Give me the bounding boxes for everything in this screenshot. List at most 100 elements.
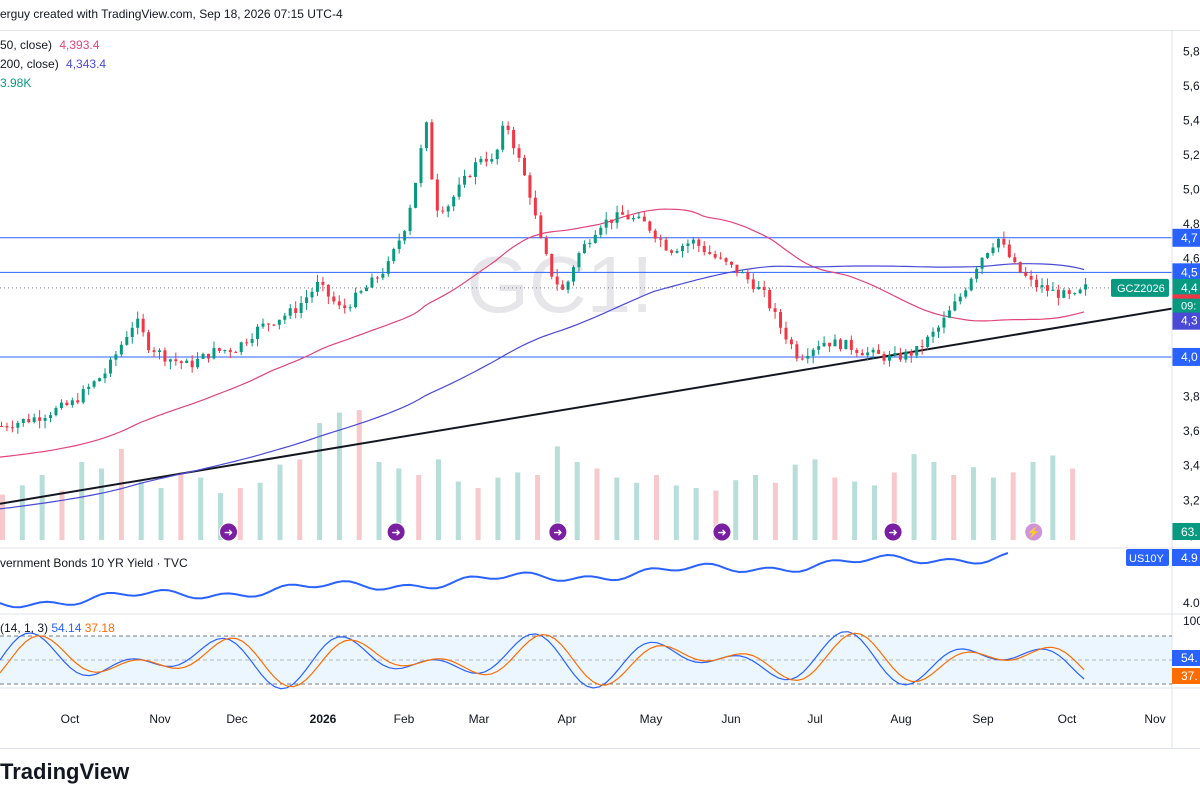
volume-bar xyxy=(673,485,679,540)
sma200-line xyxy=(0,263,1085,510)
candle-body xyxy=(87,386,91,389)
candle-body xyxy=(517,148,521,158)
candle-body xyxy=(386,261,390,274)
volume-bar xyxy=(971,467,977,540)
symbol-tag-bg xyxy=(1111,278,1169,297)
candle-body xyxy=(980,257,984,269)
candle-body xyxy=(463,175,467,185)
candle-body xyxy=(484,158,488,162)
candle-body xyxy=(223,350,227,352)
candle-body xyxy=(697,239,701,246)
candle-body xyxy=(811,349,815,356)
volume-value: 3.98K xyxy=(0,76,32,90)
candle-body xyxy=(81,388,85,403)
volume-bar xyxy=(317,423,323,540)
volume-bar xyxy=(951,475,957,540)
yield-value-tag: 4.9 xyxy=(1181,551,1198,565)
yield-tag: US10Y xyxy=(1129,553,1165,565)
legend-sma200[interactable]: 200, close) 4,343.4 xyxy=(0,57,106,71)
candle-body xyxy=(975,268,979,279)
stoch-k-tag: 54. xyxy=(1181,651,1198,665)
yield-panel: US10Y 4.9 4.0 xyxy=(0,549,1200,610)
volume-bar xyxy=(713,490,719,540)
candle-body xyxy=(512,129,516,149)
candle-body xyxy=(1002,238,1006,245)
volume-tag: 63. xyxy=(1181,525,1198,539)
event-marker-icon xyxy=(712,522,732,542)
candle-body xyxy=(364,287,368,292)
candle-body xyxy=(196,358,200,368)
candle-body xyxy=(59,402,63,409)
candle-body xyxy=(321,281,325,285)
candle-body xyxy=(397,240,401,250)
candle-body xyxy=(724,258,728,262)
candle-body xyxy=(375,277,379,279)
candle-body xyxy=(76,400,80,403)
volume-bar xyxy=(39,475,45,540)
candle-body xyxy=(544,238,548,254)
volume-bar xyxy=(217,493,223,540)
candle-body xyxy=(909,351,913,356)
candle-body xyxy=(631,217,635,220)
candle-body xyxy=(920,346,924,348)
yield-panel-title[interactable]: vernment Bonds 10 YR Yield · TVC xyxy=(0,556,188,570)
candle-body xyxy=(893,353,897,356)
event-marker-icon xyxy=(386,522,406,542)
candle-body xyxy=(577,253,581,268)
volume-bars xyxy=(0,410,1076,540)
candle-body xyxy=(1040,285,1044,288)
volume-bar xyxy=(614,477,620,540)
candle-body xyxy=(670,250,674,253)
time-tick-label: Mar xyxy=(469,712,490,726)
volume-bar xyxy=(277,464,283,540)
candle-body xyxy=(822,342,826,347)
legend-sma50[interactable]: 50, close) 4,393.4 xyxy=(0,38,99,52)
candle-body xyxy=(931,331,935,337)
candle-body xyxy=(915,346,919,356)
candle-body xyxy=(844,339,848,350)
candle-body xyxy=(32,417,36,423)
candle-body xyxy=(860,353,864,356)
volume-bar xyxy=(753,475,759,540)
candle-body xyxy=(621,212,625,215)
candle-body xyxy=(228,350,232,352)
time-tick-label: Nov xyxy=(149,712,170,726)
candle-body xyxy=(136,318,140,328)
price-tick-label: 5,0 xyxy=(1183,182,1200,196)
time-tick-label: Feb xyxy=(394,712,415,726)
candle-body xyxy=(664,239,668,251)
volume-bar xyxy=(475,488,481,540)
price-tick-label: 5,6 xyxy=(1183,79,1200,93)
volume-bar xyxy=(832,477,838,540)
candle-body xyxy=(855,349,859,354)
volume-bar xyxy=(792,464,798,540)
yield-title: vernment Bonds 10 YR Yield · TVC xyxy=(0,556,188,570)
price-tick-label: 4,6 xyxy=(1183,252,1200,266)
price-tick-label: 3,8 xyxy=(1183,390,1200,404)
candle-body xyxy=(414,182,418,208)
legend-volume[interactable]: 3.98K xyxy=(0,76,31,90)
candle-body xyxy=(849,339,853,350)
price-tag-last: 4,4 xyxy=(1181,281,1198,295)
time-tick-label: Dec xyxy=(226,712,247,726)
candle-body xyxy=(615,212,619,223)
candle-body xyxy=(114,354,118,360)
candle-body xyxy=(250,339,254,343)
candle-body xyxy=(768,289,772,309)
attribution: erguy created with TradingView.com, Sep … xyxy=(0,7,343,21)
candle-body xyxy=(533,197,537,216)
candle-body xyxy=(593,234,597,243)
time-tick-label: 2026 xyxy=(310,712,337,726)
stoch-panel-title[interactable]: (14, 1, 3) 54.14 37.18 xyxy=(0,621,115,635)
event-markers: ➜ ➜ ➜ ➜ ➜ ⚡ xyxy=(219,522,1044,542)
volume-bar xyxy=(812,459,818,540)
candle-body xyxy=(163,350,167,362)
volume-bar xyxy=(435,459,441,540)
candle-body xyxy=(719,257,723,259)
candle-body xyxy=(1056,289,1060,298)
candle-body xyxy=(779,311,783,328)
candle-body xyxy=(691,239,695,244)
candle-body xyxy=(266,323,270,325)
candle-body xyxy=(337,301,341,306)
